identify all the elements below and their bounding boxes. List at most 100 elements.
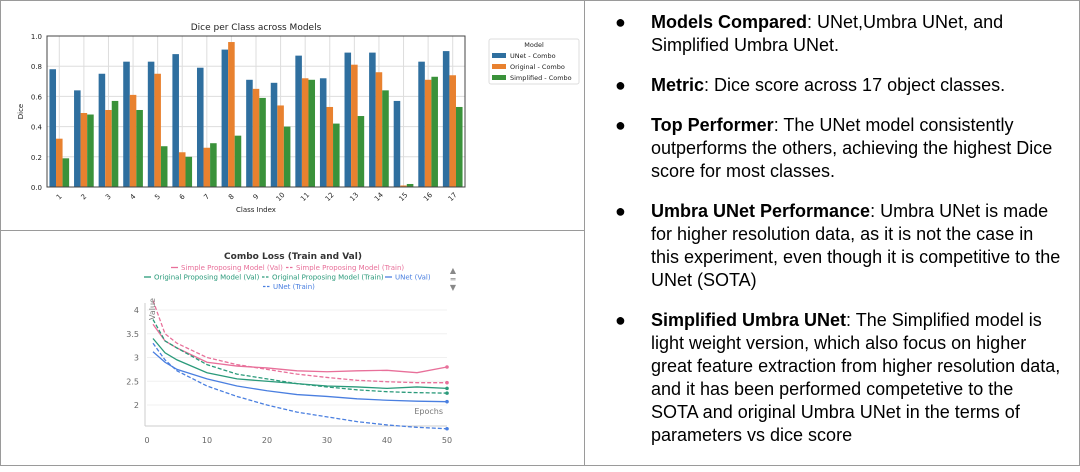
bullet-text: : Umbra UNet is made for higher resoluti…	[651, 201, 1061, 290]
bar	[351, 64, 358, 187]
x-tick-label: 30	[322, 436, 332, 445]
bullet-list: ● Models Compared: UNet,Umbra UNet, and S…	[613, 11, 1063, 464]
x-tick-label: 4	[129, 192, 138, 201]
plot-frame	[46, 35, 466, 188]
x-tick-label: 11	[299, 191, 311, 203]
y-tick-label: 3.5	[126, 330, 139, 339]
bar	[319, 78, 327, 187]
bullet-item: ● Umbra UNet Performance: Umbra UNet is m…	[613, 200, 1063, 292]
bar	[221, 49, 229, 188]
series-line	[152, 323, 448, 374]
bar	[382, 90, 389, 187]
bar	[259, 97, 266, 187]
series-line	[152, 338, 448, 390]
bar	[375, 72, 383, 187]
bar	[74, 90, 81, 187]
y-tick-label: 0.4	[31, 124, 43, 132]
bar	[406, 183, 414, 187]
bar	[62, 158, 70, 187]
legend-scroll-down-icon: ▼	[450, 283, 457, 292]
bar	[147, 61, 155, 187]
bar	[393, 100, 401, 187]
bar	[87, 114, 94, 187]
x-tick-label: 0	[144, 436, 149, 445]
bullet-text: : The UNet model consistently outperform…	[651, 115, 1053, 181]
bar	[326, 106, 334, 187]
series-endpoint	[445, 365, 449, 369]
bar	[98, 73, 106, 187]
x-tick-label: 12	[324, 191, 336, 203]
x-tick-label: 2	[79, 193, 88, 202]
bar	[56, 138, 63, 187]
bullet-dot-icon: ●	[615, 310, 626, 330]
bullet-text: : UNet,Umbra UNet, and Simplified Umbra …	[651, 12, 1004, 55]
bar	[357, 116, 365, 187]
text-panel: ● Models Compared: UNet,Umbra UNet, and S…	[584, 0, 1080, 466]
bullet-item: ● Top Performer: The UNet model consisten…	[613, 114, 1063, 183]
bar-chart-panel: Dice per Class across Models 0.0 0.2 0.4 0.6…	[0, 0, 585, 231]
bar	[234, 135, 242, 187]
bullet-dot-icon: ●	[615, 75, 626, 95]
bar	[160, 146, 168, 187]
series-endpoint	[445, 391, 449, 395]
bar	[129, 94, 137, 187]
bullet-title: Top Performer	[651, 115, 774, 135]
y-tick-label: 1.0	[31, 33, 42, 41]
legend-title: Model	[524, 41, 544, 49]
bar	[283, 126, 291, 187]
bar	[308, 79, 316, 187]
x-tick-label: 9	[252, 193, 261, 202]
y-tick-label: 2.5	[126, 377, 139, 386]
legend-label: UNet (Val)	[395, 274, 431, 282]
legend-label: UNet (Train)	[273, 283, 315, 291]
bar	[246, 79, 253, 187]
x-tick-label: 1	[55, 193, 64, 202]
bullet-dot-icon: ●	[615, 12, 626, 32]
y-tick-label: 4	[134, 306, 139, 315]
bar	[424, 79, 432, 187]
x-tick-label: 16	[422, 191, 434, 203]
legend-scroll-up-icon: ▲	[450, 266, 457, 275]
y-tick-label: 2	[134, 401, 139, 410]
x-tick-label: 13	[348, 191, 360, 203]
bar	[344, 52, 352, 187]
bar	[80, 113, 88, 187]
x-tick-label: 3	[104, 193, 113, 202]
series-line	[152, 319, 448, 394]
bar	[252, 88, 260, 187]
bar	[203, 147, 211, 187]
y-tick-label: 0.6	[31, 93, 43, 101]
bar	[49, 69, 57, 187]
bar	[295, 55, 302, 187]
y-axis-label: Dice	[17, 104, 25, 120]
bar	[333, 123, 340, 187]
chart-title: Combo Loss (Train and Val)	[224, 252, 362, 262]
bullet-title: Umbra UNet Performance	[651, 201, 871, 221]
x-tick-label: 10	[275, 191, 287, 203]
x-tick-label: 20	[262, 436, 272, 445]
x-tick-label: 5	[153, 193, 162, 202]
legend-label: Simple Proposing Model (Train)	[296, 264, 404, 272]
bar	[136, 109, 143, 187]
bar	[105, 109, 112, 187]
x-tick-label: 6	[178, 192, 187, 201]
x-tick-label: 10	[202, 436, 212, 445]
combo-loss-line-chart: Combo Loss (Train and Val) Simple Proposi…	[126, 252, 457, 445]
bar	[185, 156, 193, 187]
bar	[270, 82, 278, 187]
y-tick-label: 0.8	[31, 63, 42, 71]
bullet-item: ● Simplified Umbra UNet: The Simplified m…	[613, 309, 1063, 447]
bullet-dot-icon: ●	[615, 201, 626, 221]
legend-box	[488, 38, 580, 85]
bar	[455, 106, 463, 187]
bar	[172, 54, 179, 188]
bullet-item: ● Metric: Dice score across 17 object cla…	[613, 74, 1063, 97]
bar	[154, 73, 161, 187]
series-endpoint	[445, 399, 449, 404]
bar	[418, 61, 425, 187]
y-tick-label: 3	[134, 354, 139, 363]
bar	[111, 100, 119, 187]
line-chart-panel: Combo Loss (Train and Val) Simple Proposi…	[0, 230, 585, 466]
bullet-title: Simplified Umbra UNet	[651, 310, 847, 330]
x-tick-label: 50	[442, 436, 452, 445]
